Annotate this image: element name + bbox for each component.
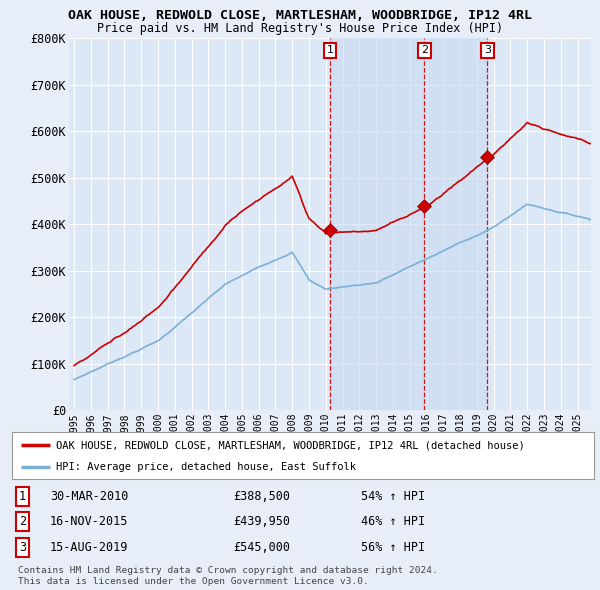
- Text: £545,000: £545,000: [233, 541, 290, 554]
- Text: OAK HOUSE, REDWOLD CLOSE, MARTLESHAM, WOODBRIDGE, IP12 4RL (detached house): OAK HOUSE, REDWOLD CLOSE, MARTLESHAM, WO…: [56, 440, 524, 450]
- Text: OAK HOUSE, REDWOLD CLOSE, MARTLESHAM, WOODBRIDGE, IP12 4RL: OAK HOUSE, REDWOLD CLOSE, MARTLESHAM, WO…: [68, 9, 532, 22]
- Text: 3: 3: [19, 541, 26, 554]
- Text: 16-NOV-2015: 16-NOV-2015: [50, 515, 128, 529]
- Text: 3: 3: [484, 45, 491, 55]
- Text: 46% ↑ HPI: 46% ↑ HPI: [361, 515, 425, 529]
- Text: 54% ↑ HPI: 54% ↑ HPI: [361, 490, 425, 503]
- Text: Contains HM Land Registry data © Crown copyright and database right 2024.: Contains HM Land Registry data © Crown c…: [18, 566, 438, 575]
- Text: £388,500: £388,500: [233, 490, 290, 503]
- Text: 1: 1: [19, 490, 26, 503]
- Text: Price paid vs. HM Land Registry's House Price Index (HPI): Price paid vs. HM Land Registry's House …: [97, 22, 503, 35]
- Text: 2: 2: [421, 45, 428, 55]
- Text: 1: 1: [326, 45, 334, 55]
- Bar: [330, 38, 487, 410]
- Text: HPI: Average price, detached house, East Suffolk: HPI: Average price, detached house, East…: [56, 463, 356, 472]
- Text: This data is licensed under the Open Government Licence v3.0.: This data is licensed under the Open Gov…: [18, 577, 369, 586]
- Text: 30-MAR-2010: 30-MAR-2010: [50, 490, 128, 503]
- Text: £439,950: £439,950: [233, 515, 290, 529]
- Text: 56% ↑ HPI: 56% ↑ HPI: [361, 541, 425, 554]
- Text: 2: 2: [19, 515, 26, 529]
- Text: 15-AUG-2019: 15-AUG-2019: [50, 541, 128, 554]
